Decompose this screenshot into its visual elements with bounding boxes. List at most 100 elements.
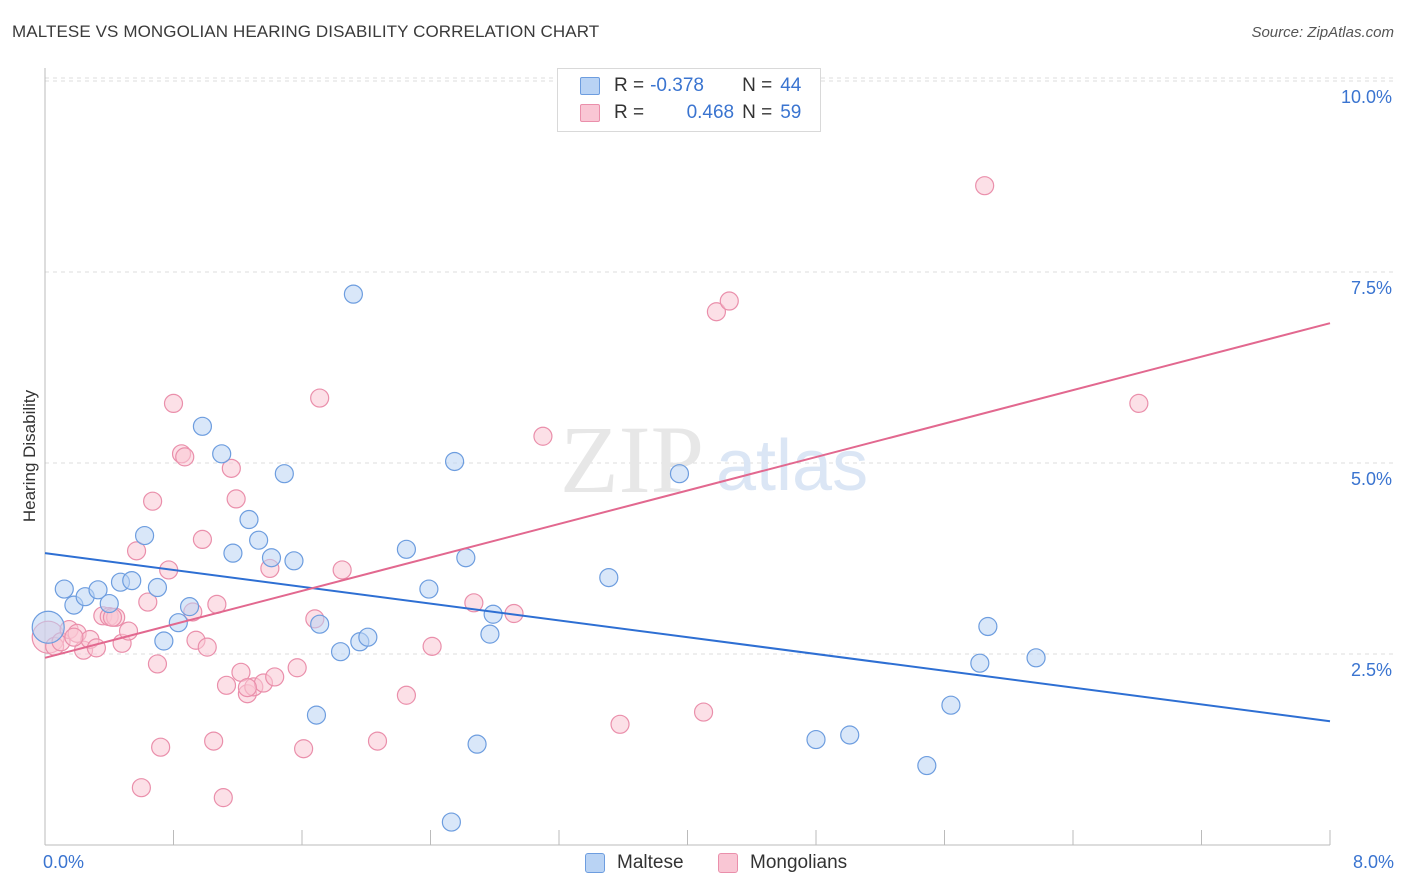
mongolians-point — [226, 489, 246, 509]
legend-item-mongolians[interactable]: Mongolians — [718, 852, 847, 874]
series-legend: Maltese Mongolians — [0, 852, 1406, 878]
maltese-point — [978, 616, 998, 637]
maltese-r-value: -0.378 — [650, 75, 704, 96]
mongolians-point — [64, 627, 84, 647]
y-tick-7-5: 7.5% — [1350, 278, 1392, 298]
maltese-n-label: N = — [742, 75, 773, 96]
mongolians-swatch — [580, 104, 600, 122]
mongolians-point — [294, 739, 314, 759]
maltese-point — [444, 451, 465, 472]
mongolians-point — [151, 737, 171, 757]
trend-lines — [44, 322, 1331, 723]
maltese-point — [480, 624, 500, 644]
mongolians-point — [1129, 393, 1149, 414]
maltese-point — [249, 530, 269, 550]
mongolians-point — [464, 593, 484, 613]
y-tick-5-0: 5.0% — [1350, 469, 1392, 489]
maltese-point — [456, 548, 476, 568]
mongolians-n-value: 59 — [780, 102, 802, 123]
maltese-point — [467, 734, 487, 754]
maltese-point — [1026, 648, 1046, 668]
maltese-trend-line — [44, 552, 1331, 723]
mongolians-point — [216, 675, 237, 695]
mongolians-point — [221, 458, 241, 478]
watermark-atlas: atlas — [716, 426, 868, 506]
maltese-point — [917, 755, 937, 776]
maltese-n-value: 44 — [780, 75, 802, 96]
maltese-point — [284, 551, 304, 571]
legend-item-maltese[interactable]: Maltese — [585, 852, 684, 874]
stats-row-mongolians: R = 0.468 N = 59 — [580, 100, 801, 126]
maltese-point — [134, 525, 155, 546]
maltese-point — [970, 653, 990, 673]
watermark: ZIP atlas — [560, 406, 868, 513]
mongolians-point — [396, 685, 417, 705]
mongolians-point — [237, 678, 257, 698]
mongolians-point — [126, 541, 147, 561]
stats-row-maltese: R = -0.378 N = 44 — [580, 73, 801, 99]
mongolians-n-label: N = — [742, 102, 773, 123]
maltese-point — [941, 695, 961, 715]
mongolians-point — [533, 426, 553, 446]
mongolians-point — [693, 702, 714, 722]
mongolians-point — [204, 731, 224, 751]
y-tick-10-0: 10.0% — [1340, 87, 1392, 107]
maltese-point — [99, 593, 119, 614]
maltese-point — [343, 284, 363, 304]
mongolians-point — [192, 529, 213, 550]
stats-legend: R = -0.378 N = 44 R = 0.468 N = 59 — [557, 68, 821, 132]
maltese-point — [358, 627, 378, 647]
mongolians-point — [86, 638, 107, 658]
maltese-point — [239, 509, 259, 530]
mongolians-point — [147, 654, 168, 674]
maltese-points — [31, 284, 1046, 832]
maltese-point — [147, 577, 168, 598]
mongolians-point — [422, 636, 442, 656]
mongolians-trend-line — [44, 322, 1331, 659]
maltese-point — [88, 580, 108, 600]
maltese-point — [31, 610, 65, 644]
mongolians-point — [175, 447, 195, 467]
legend-maltese-swatch — [585, 853, 605, 873]
maltese-point — [306, 705, 327, 725]
gridlines — [45, 77, 1393, 655]
watermark-zip: ZIP — [560, 406, 704, 513]
mongolians-r-value: 0.468 — [686, 102, 735, 123]
maltese-point — [310, 614, 330, 634]
chart-title: MALTESE VS MONGOLIAN HEARING DISABILITY … — [12, 22, 600, 41]
mongolians-point — [197, 637, 217, 657]
legend-mongolians-label: Mongolians — [750, 852, 848, 873]
axes — [44, 68, 1331, 846]
mongolians-point — [163, 393, 184, 414]
mongolians-point — [367, 731, 388, 751]
y-tick-2-5: 2.5% — [1350, 660, 1392, 680]
mongolians-point — [975, 176, 995, 196]
mongolians-point — [706, 302, 727, 322]
maltese-swatch — [580, 77, 600, 95]
maltese-point — [419, 579, 439, 599]
mongolians-point — [332, 560, 352, 580]
mongolians-point — [310, 388, 330, 408]
legend-maltese-label: Maltese — [617, 852, 684, 873]
mongolians-point — [265, 667, 285, 687]
maltese-point — [396, 539, 417, 559]
maltese-point — [599, 567, 619, 588]
maltese-point — [261, 548, 282, 568]
maltese-r-label: R = — [614, 75, 645, 96]
maltese-point — [192, 416, 213, 436]
maltese-point — [274, 464, 294, 484]
maltese-point — [441, 812, 461, 832]
maltese-point — [179, 597, 200, 617]
maltese-point — [483, 604, 503, 624]
mongolians-point — [213, 788, 233, 808]
maltese-point — [330, 642, 351, 662]
mongolians-r-label: R = — [614, 102, 645, 123]
maltese-point — [212, 444, 232, 464]
maltese-point — [122, 571, 142, 591]
mongolians-point — [719, 291, 739, 311]
mongolians-point — [138, 592, 158, 612]
mongolians-point — [131, 778, 151, 798]
x-tick-min: 0.0% — [43, 852, 85, 872]
source-label: Source: ZipAtlas.com — [1251, 24, 1394, 41]
